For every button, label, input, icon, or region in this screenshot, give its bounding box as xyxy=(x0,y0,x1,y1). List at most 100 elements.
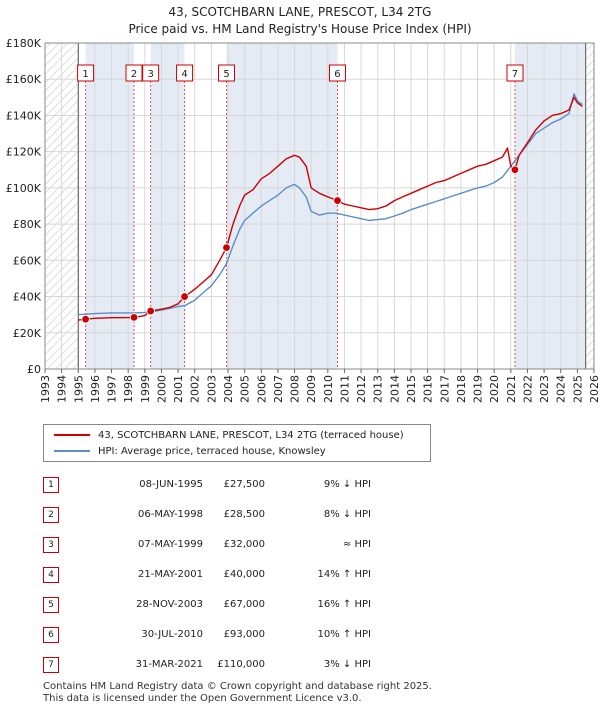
chart-legend: 43, SCOTCHBARN LANE, PRESCOT, L34 2TG (t… xyxy=(43,424,431,462)
x-tick-label: 2022 xyxy=(521,375,534,403)
x-tick-label: 2018 xyxy=(455,375,468,403)
x-tick-label: 2009 xyxy=(305,375,318,403)
x-tick-label: 2011 xyxy=(338,375,351,403)
row-price: £110,000 xyxy=(217,659,265,670)
x-tick-label: 2010 xyxy=(322,375,335,403)
sale-number-label: 7 xyxy=(512,69,518,80)
row-number-badge: 3 xyxy=(43,537,59,553)
y-tick-label: £20K xyxy=(13,327,42,340)
hatch-region-after xyxy=(585,43,594,369)
x-tick-label: 1996 xyxy=(89,375,102,403)
x-tick-label: 2007 xyxy=(272,375,285,403)
chart-subtitle: Price paid vs. HM Land Registry's House … xyxy=(128,22,472,36)
row-price: £32,000 xyxy=(223,539,265,550)
x-tick-label: 2024 xyxy=(555,375,568,403)
row-hpi: ≈ HPI xyxy=(342,539,371,550)
x-tick-label: 1997 xyxy=(106,375,119,403)
table-row: 4 21-MAY-2001 £40,000 14% ↑ HPI xyxy=(43,567,563,583)
x-tick-label: 2014 xyxy=(388,375,401,403)
sale-number-box xyxy=(77,64,95,82)
y-tick-label: £120K xyxy=(6,146,42,159)
x-tick-label: 2001 xyxy=(172,375,185,403)
row-date: 07-MAY-1999 xyxy=(137,539,203,550)
chart-title: 43, SCOTCHBARN LANE, PRESCOT, L34 2TG xyxy=(168,5,432,19)
hpi-line xyxy=(78,92,583,316)
row-date: 31-MAR-2021 xyxy=(135,659,203,670)
x-tick-label: 2019 xyxy=(472,375,485,403)
shaded-band xyxy=(85,43,135,369)
x-tick-label: 2013 xyxy=(372,375,385,403)
table-row: 1 08-JUN-1995 £27,500 9% ↓ HPI xyxy=(43,477,563,493)
y-tick-label: £140K xyxy=(6,109,42,122)
sale-point xyxy=(129,313,139,322)
row-price: £67,000 xyxy=(223,599,265,610)
row-date: 08-JUN-1995 xyxy=(139,479,203,490)
row-number-badge: 2 xyxy=(43,507,59,523)
table-row: 7 31-MAR-2021 £110,000 3% ↓ HPI xyxy=(43,657,563,673)
legend-swatch-property xyxy=(54,434,90,436)
row-number-badge: 1 xyxy=(43,477,59,493)
table-row: 2 06-MAY-1998 £28,500 8% ↓ HPI xyxy=(43,507,563,523)
plot-frame xyxy=(44,42,595,370)
x-tick-label: 2012 xyxy=(355,375,368,403)
legend-label-property: 43, SCOTCHBARN LANE, PRESCOT, L34 2TG (t… xyxy=(98,429,404,441)
x-tick-label: 1999 xyxy=(139,375,152,403)
x-tick-label: 1998 xyxy=(122,375,135,403)
x-tick-label: 2020 xyxy=(488,375,501,403)
sale-point xyxy=(510,165,520,174)
x-tick-label: 2006 xyxy=(255,375,268,403)
sale-number-box xyxy=(125,64,143,82)
row-number-badge: 5 xyxy=(43,597,59,613)
shaded-band xyxy=(514,43,586,369)
sale-number-box xyxy=(142,64,160,82)
sale-point xyxy=(333,196,342,205)
row-price: £28,500 xyxy=(223,509,265,520)
price-chart: 1 2 3 4 5 6 7£0£20K£40K£60K£80K£100K£120K£140K… xyxy=(6,37,600,403)
footer-copyright: Contains HM Land Registry data © Crown c… xyxy=(43,681,432,692)
y-tick-label: £60K xyxy=(13,254,42,267)
table-row: 3 07-MAY-1999 £32,000 ≈ HPI xyxy=(43,537,563,553)
x-tick-label: 2005 xyxy=(239,375,252,403)
shaded-band xyxy=(226,43,338,369)
x-tick-label: 2002 xyxy=(189,375,202,403)
sale-number-label: 6 xyxy=(334,69,340,80)
sale-point xyxy=(222,243,231,252)
y-tick-label: £80K xyxy=(13,218,42,231)
sale-number-box xyxy=(328,64,346,82)
sale-number-box xyxy=(218,64,236,82)
sale-number-label: 2 xyxy=(131,69,137,80)
row-price: £93,000 xyxy=(223,629,265,640)
row-number-badge: 4 xyxy=(43,567,59,583)
footer-licence: This data is licensed under the Open Gov… xyxy=(43,693,362,704)
x-tick-label: 2025 xyxy=(571,375,584,403)
y-tick-label: £180K xyxy=(6,37,42,50)
sale-point xyxy=(146,306,155,316)
y-tick-label: £100K xyxy=(6,182,42,195)
y-tick-label: £0 xyxy=(27,363,41,376)
row-hpi: 16% ↑ HPI xyxy=(317,599,371,610)
row-number-badge: 7 xyxy=(43,657,59,673)
sale-point xyxy=(81,314,90,324)
x-tick-label: 2021 xyxy=(505,375,518,403)
row-date: 30-JUL-2010 xyxy=(141,629,203,640)
y-tick-label: £160K xyxy=(6,73,42,86)
x-tick-label: 2000 xyxy=(155,375,168,403)
row-date: 06-MAY-1998 xyxy=(137,509,203,520)
legend-swatch-hpi xyxy=(54,450,90,452)
row-price: £27,500 xyxy=(223,479,265,490)
x-tick-label: 2008 xyxy=(289,375,302,403)
shaded-band xyxy=(150,43,185,369)
row-hpi: 8% ↓ HPI xyxy=(323,509,371,520)
x-tick-label: 1995 xyxy=(72,375,85,403)
row-date: 21-MAY-2001 xyxy=(137,569,203,580)
x-tick-label: 2017 xyxy=(438,375,451,403)
sale-number-label: 4 xyxy=(181,69,187,80)
x-tick-label: 1994 xyxy=(56,375,69,403)
row-hpi: 9% ↓ HPI xyxy=(323,479,371,490)
sale-number-label: 1 xyxy=(82,69,88,80)
legend-item-property: 43, SCOTCHBARN LANE, PRESCOT, L34 2TG (t… xyxy=(54,428,404,442)
table-row: 6 30-JUL-2010 £93,000 10% ↑ HPI xyxy=(43,627,563,643)
sale-number-label: 3 xyxy=(147,69,153,80)
x-tick-label: 2015 xyxy=(405,375,418,403)
row-price: £40,000 xyxy=(223,569,265,580)
